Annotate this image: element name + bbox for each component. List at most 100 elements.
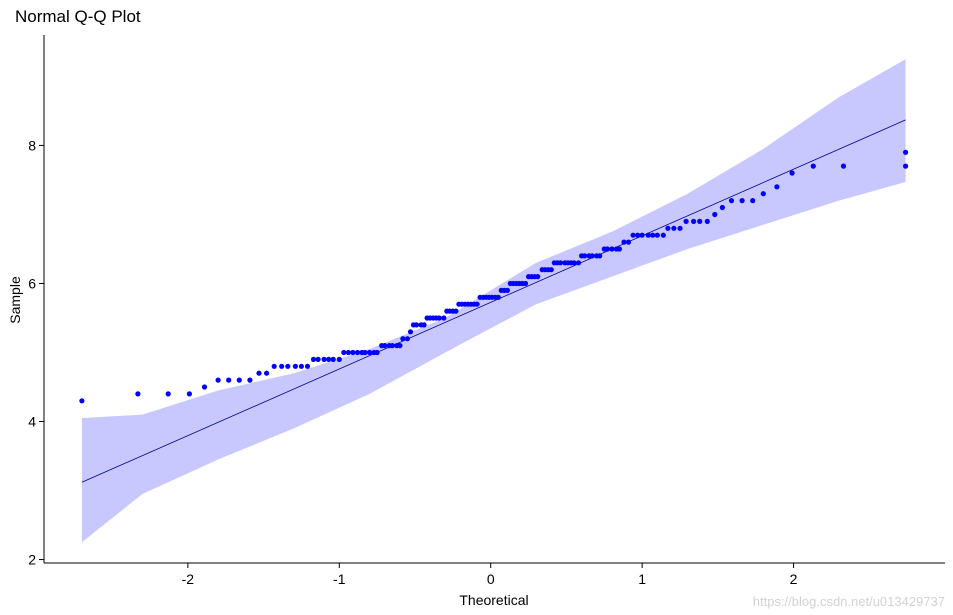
data-point [582, 253, 588, 259]
x-axis-label: Theoretical [459, 592, 528, 608]
data-point [712, 211, 718, 218]
data-point [739, 198, 745, 204]
data-point [397, 343, 403, 349]
x-tick-label: 2 [790, 571, 798, 587]
data-point [654, 232, 660, 238]
data-point [407, 329, 414, 335]
data-point [903, 163, 909, 169]
data-point [404, 336, 410, 342]
y-axis-label: Sample [7, 276, 23, 324]
data-point [535, 274, 541, 280]
data-point [474, 301, 480, 307]
data-point [135, 391, 141, 397]
data-point [704, 218, 710, 224]
data-point [522, 280, 529, 287]
data-point [575, 260, 582, 266]
data-point [650, 232, 656, 238]
y-tick-label: 2 [28, 552, 36, 568]
data-point [350, 349, 356, 356]
data-point [400, 336, 406, 342]
data-point [635, 232, 641, 238]
data-point [362, 349, 368, 356]
data-point [548, 267, 554, 273]
data-point [660, 232, 666, 238]
data-point [186, 391, 192, 397]
y-tick-label: 4 [28, 414, 36, 430]
data-point [719, 204, 726, 211]
data-point [215, 377, 221, 383]
data-point [441, 315, 447, 321]
x-tick-label: -2 [182, 571, 195, 587]
y-tick-label: 8 [28, 137, 36, 153]
reference-line [81, 119, 906, 483]
y-tick-label: 6 [28, 275, 36, 291]
data-point [760, 191, 766, 197]
x-tick-label: 0 [487, 571, 495, 587]
data-point [436, 315, 442, 321]
data-point [345, 349, 351, 356]
data-point [789, 170, 795, 176]
data-point [367, 349, 373, 356]
data-point [336, 356, 342, 362]
data-point [310, 356, 317, 362]
data-point [413, 322, 420, 328]
x-ticks: -2 -1 0 1 2 [182, 563, 798, 587]
data-point [665, 225, 671, 231]
data-point [264, 370, 270, 376]
data-point [292, 363, 298, 369]
data-point [389, 343, 395, 349]
data-point [79, 398, 85, 404]
data-point [671, 225, 677, 231]
watermark: https://blog.csdn.net/u013429737 [752, 594, 945, 609]
data-point [374, 349, 380, 356]
data-point [304, 363, 311, 369]
y-ticks: 2 4 6 8 [28, 137, 44, 568]
data-point [774, 184, 780, 190]
data-point [840, 163, 847, 169]
data-point [677, 225, 683, 231]
data-point [321, 356, 327, 362]
data-point [810, 163, 816, 169]
data-point [226, 377, 232, 383]
data-point [683, 218, 689, 224]
data-point [557, 260, 564, 266]
data-point [609, 246, 615, 252]
data-point [285, 363, 291, 369]
x-tick-label: -1 [333, 571, 346, 587]
data-point [495, 294, 501, 300]
data-point [625, 239, 632, 245]
data-point [326, 356, 332, 362]
data-point [341, 349, 347, 356]
data-point [750, 198, 756, 204]
data-point [236, 377, 242, 383]
data-point [330, 356, 336, 362]
data-point [201, 384, 208, 390]
x-tick-label: 1 [638, 571, 646, 587]
data-point [639, 232, 645, 238]
data-point [728, 198, 735, 204]
data-point [630, 232, 636, 238]
data-point [616, 246, 623, 252]
data-point [247, 377, 253, 383]
chart-title: Normal Q-Q Plot [15, 7, 141, 26]
data-point [571, 260, 577, 266]
data-point [298, 363, 304, 369]
data-point [453, 308, 459, 314]
data-point [504, 287, 510, 293]
points-layer [79, 149, 909, 404]
data-point [256, 370, 262, 376]
data-point [621, 239, 627, 245]
data-point [315, 356, 321, 362]
data-point [165, 391, 171, 397]
reference-line-layer [81, 119, 906, 483]
data-point [604, 246, 610, 252]
data-point [691, 218, 697, 224]
data-point [903, 149, 909, 155]
data-point [354, 349, 361, 356]
data-point [645, 232, 651, 238]
data-point [421, 322, 427, 328]
data-point [697, 218, 703, 224]
data-point [271, 363, 277, 369]
data-point [589, 253, 595, 259]
data-point [382, 343, 388, 349]
